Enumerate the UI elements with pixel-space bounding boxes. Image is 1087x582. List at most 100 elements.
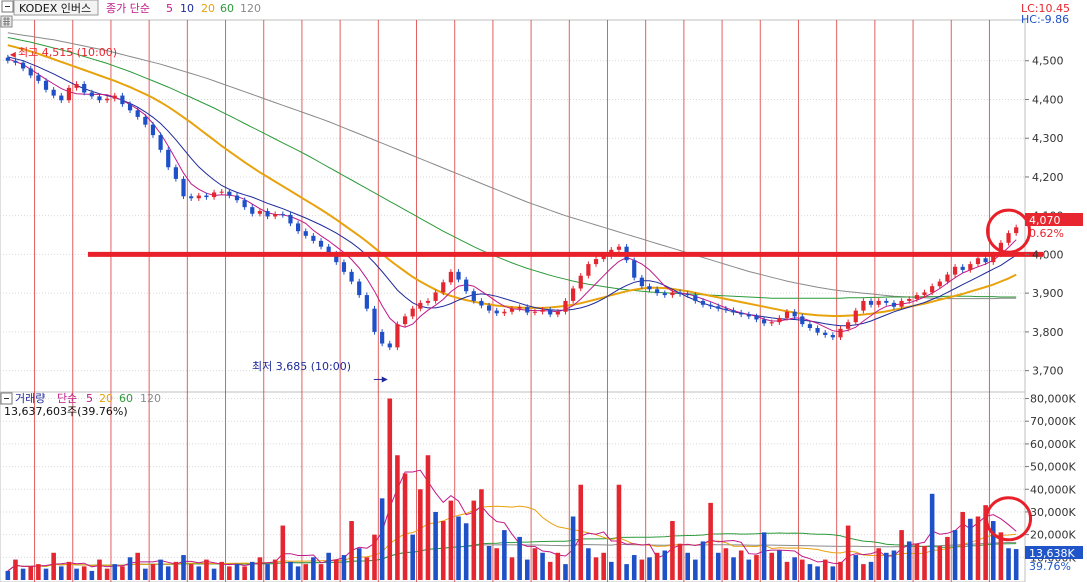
volume-bar: [204, 559, 209, 580]
volume-bar: [120, 566, 125, 580]
volume-bar: [715, 552, 721, 580]
volume-bar: [165, 566, 171, 580]
candle-body: [655, 289, 660, 294]
volume-bar: [387, 398, 393, 580]
volume-tick-label: 80,000K: [1030, 393, 1076, 406]
candle-body: [517, 307, 522, 309]
candle-body: [509, 308, 515, 312]
candle-body: [135, 110, 140, 117]
volume-bar: [884, 552, 889, 580]
volume-bar: [234, 564, 240, 580]
candle-body: [296, 223, 301, 232]
candle-body: [1006, 233, 1011, 243]
candle-body: [792, 311, 797, 317]
candle-body: [349, 271, 354, 282]
volume-bar: [670, 521, 675, 580]
price-tick-label: 3,800: [1032, 326, 1064, 339]
volume-bar: [372, 534, 377, 580]
volume-bar: [937, 545, 943, 580]
volume-info: 13,637,603주(39.76%): [4, 405, 128, 418]
candle-body: [1014, 227, 1019, 234]
candle-body: [471, 291, 476, 301]
volume-bar: [815, 566, 820, 580]
volume-bar: [777, 550, 782, 580]
candle-body: [36, 75, 41, 81]
candle-body: [97, 96, 102, 101]
volume-bar: [738, 550, 744, 580]
volume-title: 거래량: [15, 392, 45, 405]
lc-value: LC:10.45: [1021, 2, 1070, 15]
candle-body: [150, 124, 156, 136]
candle-body: [639, 277, 644, 287]
candle-body: [960, 266, 965, 270]
candle-body: [479, 300, 484, 306]
candle-body: [975, 258, 981, 265]
candle-body: [891, 302, 897, 307]
candle-body: [273, 214, 278, 217]
volume-bar: [433, 511, 438, 580]
candle-body: [112, 95, 117, 99]
volume-bar: [395, 455, 400, 580]
candle-body: [777, 317, 782, 323]
candle-body: [425, 300, 431, 303]
last-change-pct: 0.62%: [1029, 227, 1064, 240]
volume-bar: [960, 511, 965, 580]
candle-body: [578, 275, 583, 289]
candle-body: [991, 254, 996, 263]
symbol-box[interactable]: [13, 0, 99, 16]
candle-body: [853, 310, 858, 323]
candle-body: [242, 200, 247, 208]
candle-body: [265, 211, 270, 217]
volume-bar: [341, 555, 347, 580]
volume-bar: [639, 559, 645, 580]
high-marker-arrow: [9, 51, 16, 58]
candle-body: [800, 316, 805, 325]
volume-panel-frame: [0, 391, 1026, 582]
volume-bar: [59, 566, 64, 580]
candle-body: [899, 300, 904, 307]
volume-bar: [334, 559, 339, 580]
grid-settings-icon-glyph: [3, 17, 10, 26]
candle-body: [815, 328, 820, 333]
volume-bar: [188, 564, 194, 580]
candle-body: [166, 149, 171, 168]
candle-body: [685, 293, 690, 296]
candle-body: [761, 319, 767, 324]
candle-body: [464, 279, 469, 292]
volume-bar: [51, 552, 56, 580]
volume-bar: [601, 552, 606, 580]
candle-body: [922, 292, 927, 296]
candle-body: [632, 260, 637, 278]
volume-bars: [5, 398, 1019, 580]
volume-bar: [486, 545, 492, 580]
candle-body: [433, 292, 438, 301]
candle-body: [548, 309, 553, 315]
candle-body: [357, 281, 362, 296]
volume-bar: [20, 568, 26, 580]
volume-bar: [868, 561, 874, 580]
volume-bar: [700, 541, 706, 580]
candle-body: [341, 262, 347, 272]
volume-bar: [822, 559, 828, 580]
candle-body: [204, 195, 209, 198]
volume-bar: [631, 555, 637, 580]
symbol-name: KODEX 인버스: [19, 2, 91, 15]
volume-bar: [754, 555, 759, 580]
candle-body: [907, 298, 912, 301]
candlestick-series: [5, 54, 1019, 351]
volume-bar: [845, 525, 851, 580]
candle-body: [448, 271, 453, 283]
candle-body: [280, 214, 285, 216]
candle-body: [838, 328, 843, 338]
volume-bar: [402, 473, 408, 580]
volume-bar: [616, 484, 622, 580]
volume-bar: [708, 502, 713, 580]
volume-highlight-circle: [985, 496, 1033, 542]
ma-period-60: 60: [220, 2, 234, 15]
candle-body: [662, 293, 667, 296]
price-tick-label: 4,000: [1032, 248, 1064, 261]
volume-bar: [112, 564, 118, 580]
volume-bar: [685, 552, 690, 580]
